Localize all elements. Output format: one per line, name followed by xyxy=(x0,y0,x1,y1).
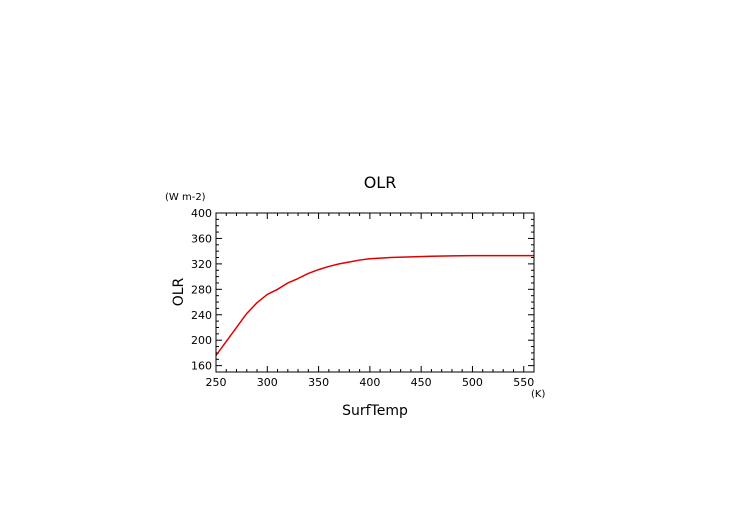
y-axis-unit: (W m-2) xyxy=(165,192,206,203)
x-tick-label: 350 xyxy=(308,376,329,389)
y-tick-label: 200 xyxy=(191,334,212,347)
x-tick-label: 400 xyxy=(359,376,380,389)
x-tick-label: 250 xyxy=(206,376,227,389)
y-axis-title: OLR xyxy=(171,277,187,306)
axis-ticks xyxy=(215,212,535,373)
chart-title: OLR xyxy=(364,173,397,192)
y-tick-label: 160 xyxy=(191,360,212,373)
y-tick-label: 320 xyxy=(191,258,212,271)
x-tick-label: 300 xyxy=(257,376,278,389)
y-tick-label: 360 xyxy=(191,232,212,245)
x-tick-label: 450 xyxy=(411,376,432,389)
x-axis-unit: (K) xyxy=(531,389,545,400)
x-axis-title: SurfTemp xyxy=(342,403,408,419)
x-tick-label: 550 xyxy=(513,376,534,389)
series-line-1 xyxy=(216,254,534,356)
tick-labels: 250 300 350 400 450 500 550 160 200 240 280 320 360 4… xyxy=(191,207,534,389)
y-tick-label: 240 xyxy=(191,309,212,322)
x-tick-label: 500 xyxy=(462,376,483,389)
y-tick-label: 400 xyxy=(191,207,212,220)
y-tick-label: 280 xyxy=(191,283,212,296)
plot-frame xyxy=(215,212,535,373)
series-group xyxy=(216,254,534,356)
